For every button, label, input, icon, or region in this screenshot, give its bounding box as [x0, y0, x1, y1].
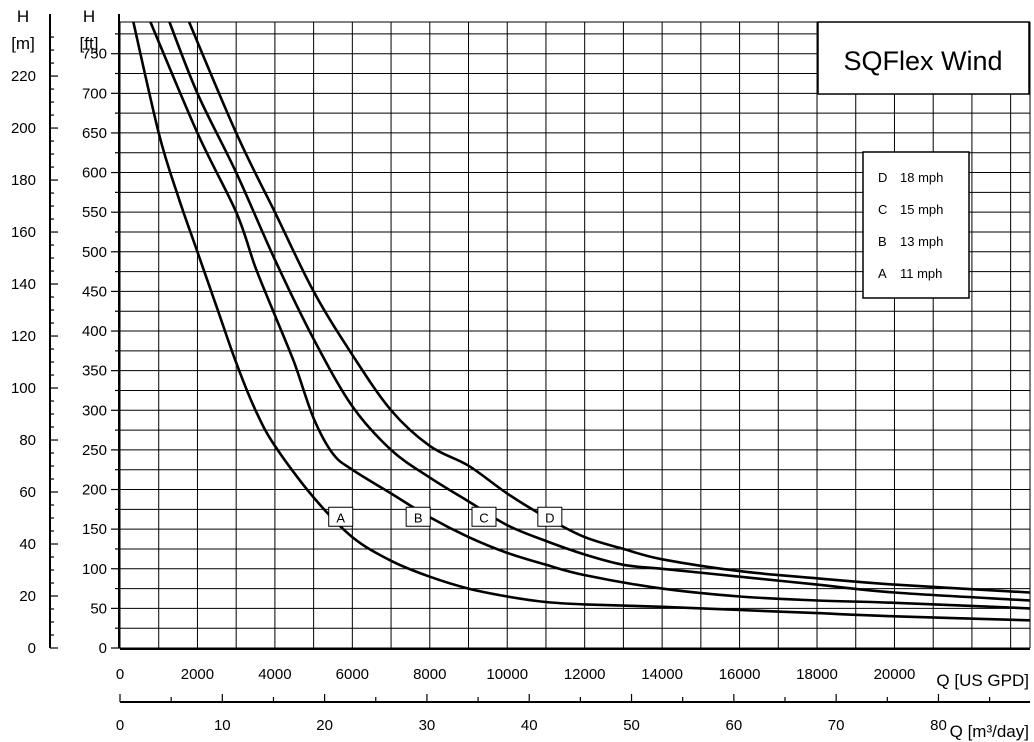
- y-ft-tick-label: 250: [82, 442, 107, 459]
- y-ft-tick-label: 100: [82, 561, 107, 578]
- x-m3-tick-label: 40: [521, 717, 538, 734]
- x-gpd-tick-label: 18000: [796, 666, 838, 683]
- x-gpd-tick-label: 20000: [874, 666, 916, 683]
- y-m-tick-label: 200: [11, 120, 36, 137]
- legend-key-d: D: [878, 170, 887, 185]
- x-m3-tick-label: 70: [828, 717, 845, 734]
- y-m-tick-label: 40: [19, 536, 36, 553]
- y-ft-tick-label: 300: [82, 402, 107, 419]
- legend: D 18 mph C 15 mph B 13 mph A 11 mph: [862, 151, 970, 299]
- y-ft-tick-label: 600: [82, 165, 107, 182]
- y-m-tick-label: 140: [11, 276, 36, 293]
- x-m3-tick-label: 60: [726, 717, 743, 734]
- y-ft-tick-label: 750: [82, 46, 107, 63]
- x-m3-tick-label: 10: [214, 717, 231, 734]
- x-m3-tick-label: 0: [116, 717, 124, 734]
- y-ft-tick-label: 700: [82, 85, 107, 102]
- series-label-d: D: [545, 510, 554, 525]
- x-gpd-tick-label: 0: [116, 666, 124, 683]
- y-ft-tick-label: 500: [82, 244, 107, 261]
- y-m-tick-label: 180: [11, 172, 36, 189]
- x-axis-label: Q [US GPD]: [936, 671, 1029, 690]
- grid: [119, 21, 1031, 649]
- series-label-box-c: [471, 506, 497, 527]
- y-ft-tick-label: 650: [82, 125, 107, 142]
- series-curve-d: [187, 22, 1030, 594]
- y-left-label-line2: [m]: [11, 34, 35, 53]
- y-m-tick-label: 120: [11, 328, 36, 345]
- y-ft-tick-label: 150: [82, 521, 107, 538]
- y-m-tick-label: 60: [19, 484, 36, 501]
- y-ft-tick-label: 400: [82, 323, 107, 340]
- legend-key-b: B: [878, 234, 887, 249]
- y-m-tick-label: 100: [11, 380, 36, 397]
- series-label-box-b: [405, 506, 431, 527]
- legend-label-d: 18 mph: [900, 170, 943, 185]
- x-m3-tick-label: 30: [419, 717, 436, 734]
- x-gpd-tick-label: 16000: [719, 666, 761, 683]
- x2-axis-label: Q [m³/day]: [950, 722, 1029, 741]
- series-label-c: C: [479, 510, 488, 525]
- axes: 0501001502002503003504004505005506006507…: [11, 14, 1030, 734]
- series-curve-c: [168, 22, 1030, 602]
- x-gpd-tick-label: 2000: [181, 666, 214, 683]
- series-label-b: B: [414, 510, 423, 525]
- x-gpd-tick-label: 6000: [336, 666, 369, 683]
- y-ft-tick-label: 550: [82, 204, 107, 221]
- title-box: SQFlex Wind: [817, 21, 1030, 95]
- y-ft-tick-label: 50: [90, 600, 107, 617]
- x-m3-tick-label: 20: [316, 717, 333, 734]
- x-gpd-tick-label: 10000: [486, 666, 528, 683]
- x-gpd-tick-label: 8000: [413, 666, 446, 683]
- y-ft-tick-label: 450: [82, 283, 107, 300]
- series-curve-a: [132, 22, 1030, 622]
- legend-label-c: 15 mph: [900, 202, 943, 217]
- y-m-tick-label: 0: [28, 640, 36, 657]
- x-gpd-tick-label: 14000: [641, 666, 683, 683]
- y-ft-tick-label: 0: [99, 640, 107, 657]
- chart-title: SQFlex Wind: [843, 46, 1002, 76]
- y-m-tick-label: 220: [11, 68, 36, 85]
- x-m3-tick-label: 80: [930, 717, 947, 734]
- x-gpd-tick-label: 4000: [258, 666, 291, 683]
- y-m-tick-label: 160: [11, 224, 36, 241]
- series-label-a: A: [336, 510, 345, 525]
- y-ft-tick-label: 200: [82, 482, 107, 499]
- y-right-label-line1: H: [83, 7, 95, 26]
- x-gpd-tick-label: 12000: [564, 666, 606, 683]
- series-label-box-d: [537, 506, 563, 527]
- series-labels: A B C D: [328, 506, 563, 527]
- y-right-label-line2: [ft]: [80, 34, 99, 53]
- y-ft-tick-label: 350: [82, 363, 107, 380]
- legend-key-a: A: [878, 266, 887, 281]
- legend-label-a: 11 mph: [900, 266, 942, 281]
- y-m-tick-label: 80: [19, 432, 36, 449]
- legend-label-b: 13 mph: [900, 234, 943, 249]
- legend-key-c: C: [878, 202, 887, 217]
- axis-labels: H [m] H [ft] Q [US GPD] Q [m³/day]: [11, 7, 1029, 741]
- y-m-tick-label: 20: [19, 588, 36, 605]
- x-m3-tick-label: 50: [623, 717, 640, 734]
- series-label-box-a: [328, 506, 354, 527]
- y-left-label-line1: H: [17, 7, 29, 26]
